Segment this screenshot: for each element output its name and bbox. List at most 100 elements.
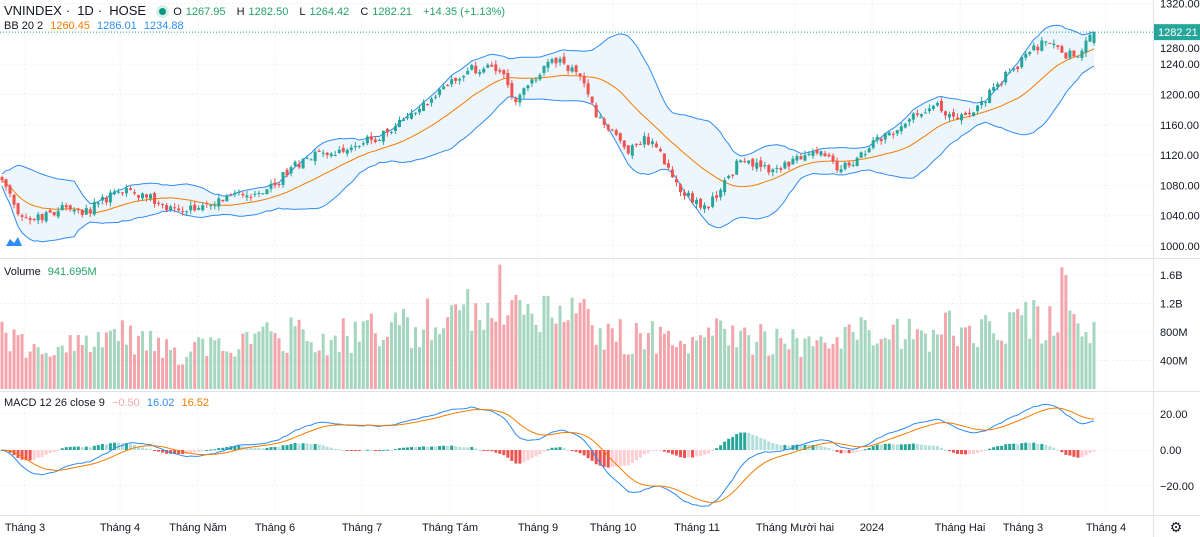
candle-body	[100, 196, 104, 201]
volume-bar	[494, 321, 498, 389]
interval[interactable]: 1D	[77, 3, 94, 18]
volume-bar	[715, 318, 719, 389]
volume-bar	[205, 355, 209, 389]
candle	[658, 146, 662, 153]
candle-body	[177, 208, 181, 211]
volume-bar	[430, 340, 434, 389]
macd-histogram-bar	[301, 443, 305, 450]
candle	[76, 207, 80, 214]
candle	[48, 208, 52, 213]
settings-gear-icon[interactable]: ⚙	[1170, 519, 1183, 535]
macd-histogram-bar	[992, 447, 996, 450]
candle	[221, 199, 225, 203]
candle	[486, 63, 490, 69]
volume-bar	[450, 305, 454, 389]
candle	[534, 76, 538, 84]
macd-histogram-bar	[285, 445, 289, 450]
bb-legend[interactable]: BB 20 2 1260.45 1286.01 1234.88	[4, 20, 188, 32]
candle	[261, 193, 265, 195]
macd-histogram-bar	[703, 450, 707, 455]
volume-bar	[124, 344, 128, 389]
macd-histogram-bar	[674, 450, 678, 456]
macd-histogram-bar	[1040, 443, 1044, 450]
macd-histogram-bar	[32, 450, 36, 460]
candle-body	[530, 79, 534, 84]
macd-histogram-bar	[56, 450, 60, 451]
macd-histogram-bar	[879, 444, 883, 450]
candle-body	[522, 88, 526, 95]
volume-bar	[353, 321, 357, 389]
candle-body	[755, 162, 759, 169]
candle	[859, 151, 863, 158]
volume-bar	[369, 313, 373, 389]
candle-body	[598, 117, 602, 119]
macd-histogram-bar	[189, 450, 193, 453]
volume-bar	[285, 352, 289, 389]
candle	[855, 156, 859, 167]
candle	[642, 132, 646, 148]
candle-body	[40, 213, 44, 221]
macd-histogram-bar	[128, 443, 132, 450]
candle-body	[867, 148, 871, 153]
signal-line	[1, 407, 1095, 503]
candle-body	[297, 164, 301, 168]
volume-bar	[357, 341, 361, 389]
candle-body	[137, 195, 140, 198]
macd-histogram-bar	[1084, 450, 1088, 456]
macd-legend[interactable]: MACD 12 26 close 9 −0.50 16.02 16.52	[4, 397, 213, 409]
candle-body	[84, 208, 88, 215]
tradingview-logo[interactable]	[6, 236, 22, 246]
candle-body	[169, 206, 173, 210]
macd-histogram-bar	[687, 450, 691, 458]
volume-legend[interactable]: Volume 941.695M	[4, 266, 101, 278]
volume-bar	[695, 340, 699, 389]
candle-body	[482, 68, 486, 73]
candle	[365, 134, 369, 146]
bb-lower-line	[1, 65, 1095, 243]
volume-bar	[903, 339, 907, 389]
volume-bar	[397, 325, 401, 389]
candle	[1076, 55, 1080, 58]
volume-bar	[422, 329, 426, 389]
candle-body	[903, 123, 907, 128]
volume-bar	[434, 327, 438, 389]
macd-histogram-bar	[935, 445, 939, 450]
volume-bar	[96, 332, 100, 389]
macd-histogram-bar	[984, 450, 988, 451]
candle-body	[120, 192, 124, 194]
candle-body	[992, 87, 996, 91]
bb-label: BB 20 2	[4, 20, 44, 32]
macd-histogram-bar	[1016, 444, 1020, 450]
candle	[141, 192, 145, 201]
symbol-name[interactable]: VNINDEX	[4, 3, 62, 18]
macd-histogram-bar	[1068, 450, 1072, 456]
volume-bar	[157, 337, 161, 389]
macd-histogram-bar	[494, 450, 498, 453]
volume-bar	[442, 328, 446, 389]
candle-body	[458, 79, 462, 81]
candle-body	[249, 196, 253, 198]
macd-histogram-bar	[470, 446, 474, 450]
volume-bar	[923, 333, 927, 389]
candle-body	[1092, 32, 1096, 43]
macd-histogram-bar	[1032, 442, 1036, 450]
time-tick-label: Tháng 3	[1003, 522, 1043, 534]
candle-body	[650, 141, 654, 144]
volume-bar	[931, 329, 935, 389]
candle-body	[229, 194, 233, 196]
candle-body	[498, 70, 502, 72]
candle-body	[779, 168, 783, 170]
candle	[84, 204, 88, 215]
candle-body	[831, 155, 835, 162]
macd-histogram-bar	[353, 450, 357, 451]
candle-body	[353, 145, 357, 148]
candle	[939, 97, 943, 113]
volume-bar	[1052, 335, 1056, 389]
macd-histogram-bar	[927, 445, 931, 450]
volume-bar	[642, 349, 646, 389]
macd-histogram-bar	[947, 450, 951, 452]
macd-histogram-bar	[662, 450, 666, 452]
volume-bar	[723, 328, 727, 389]
candle-body	[442, 86, 446, 90]
